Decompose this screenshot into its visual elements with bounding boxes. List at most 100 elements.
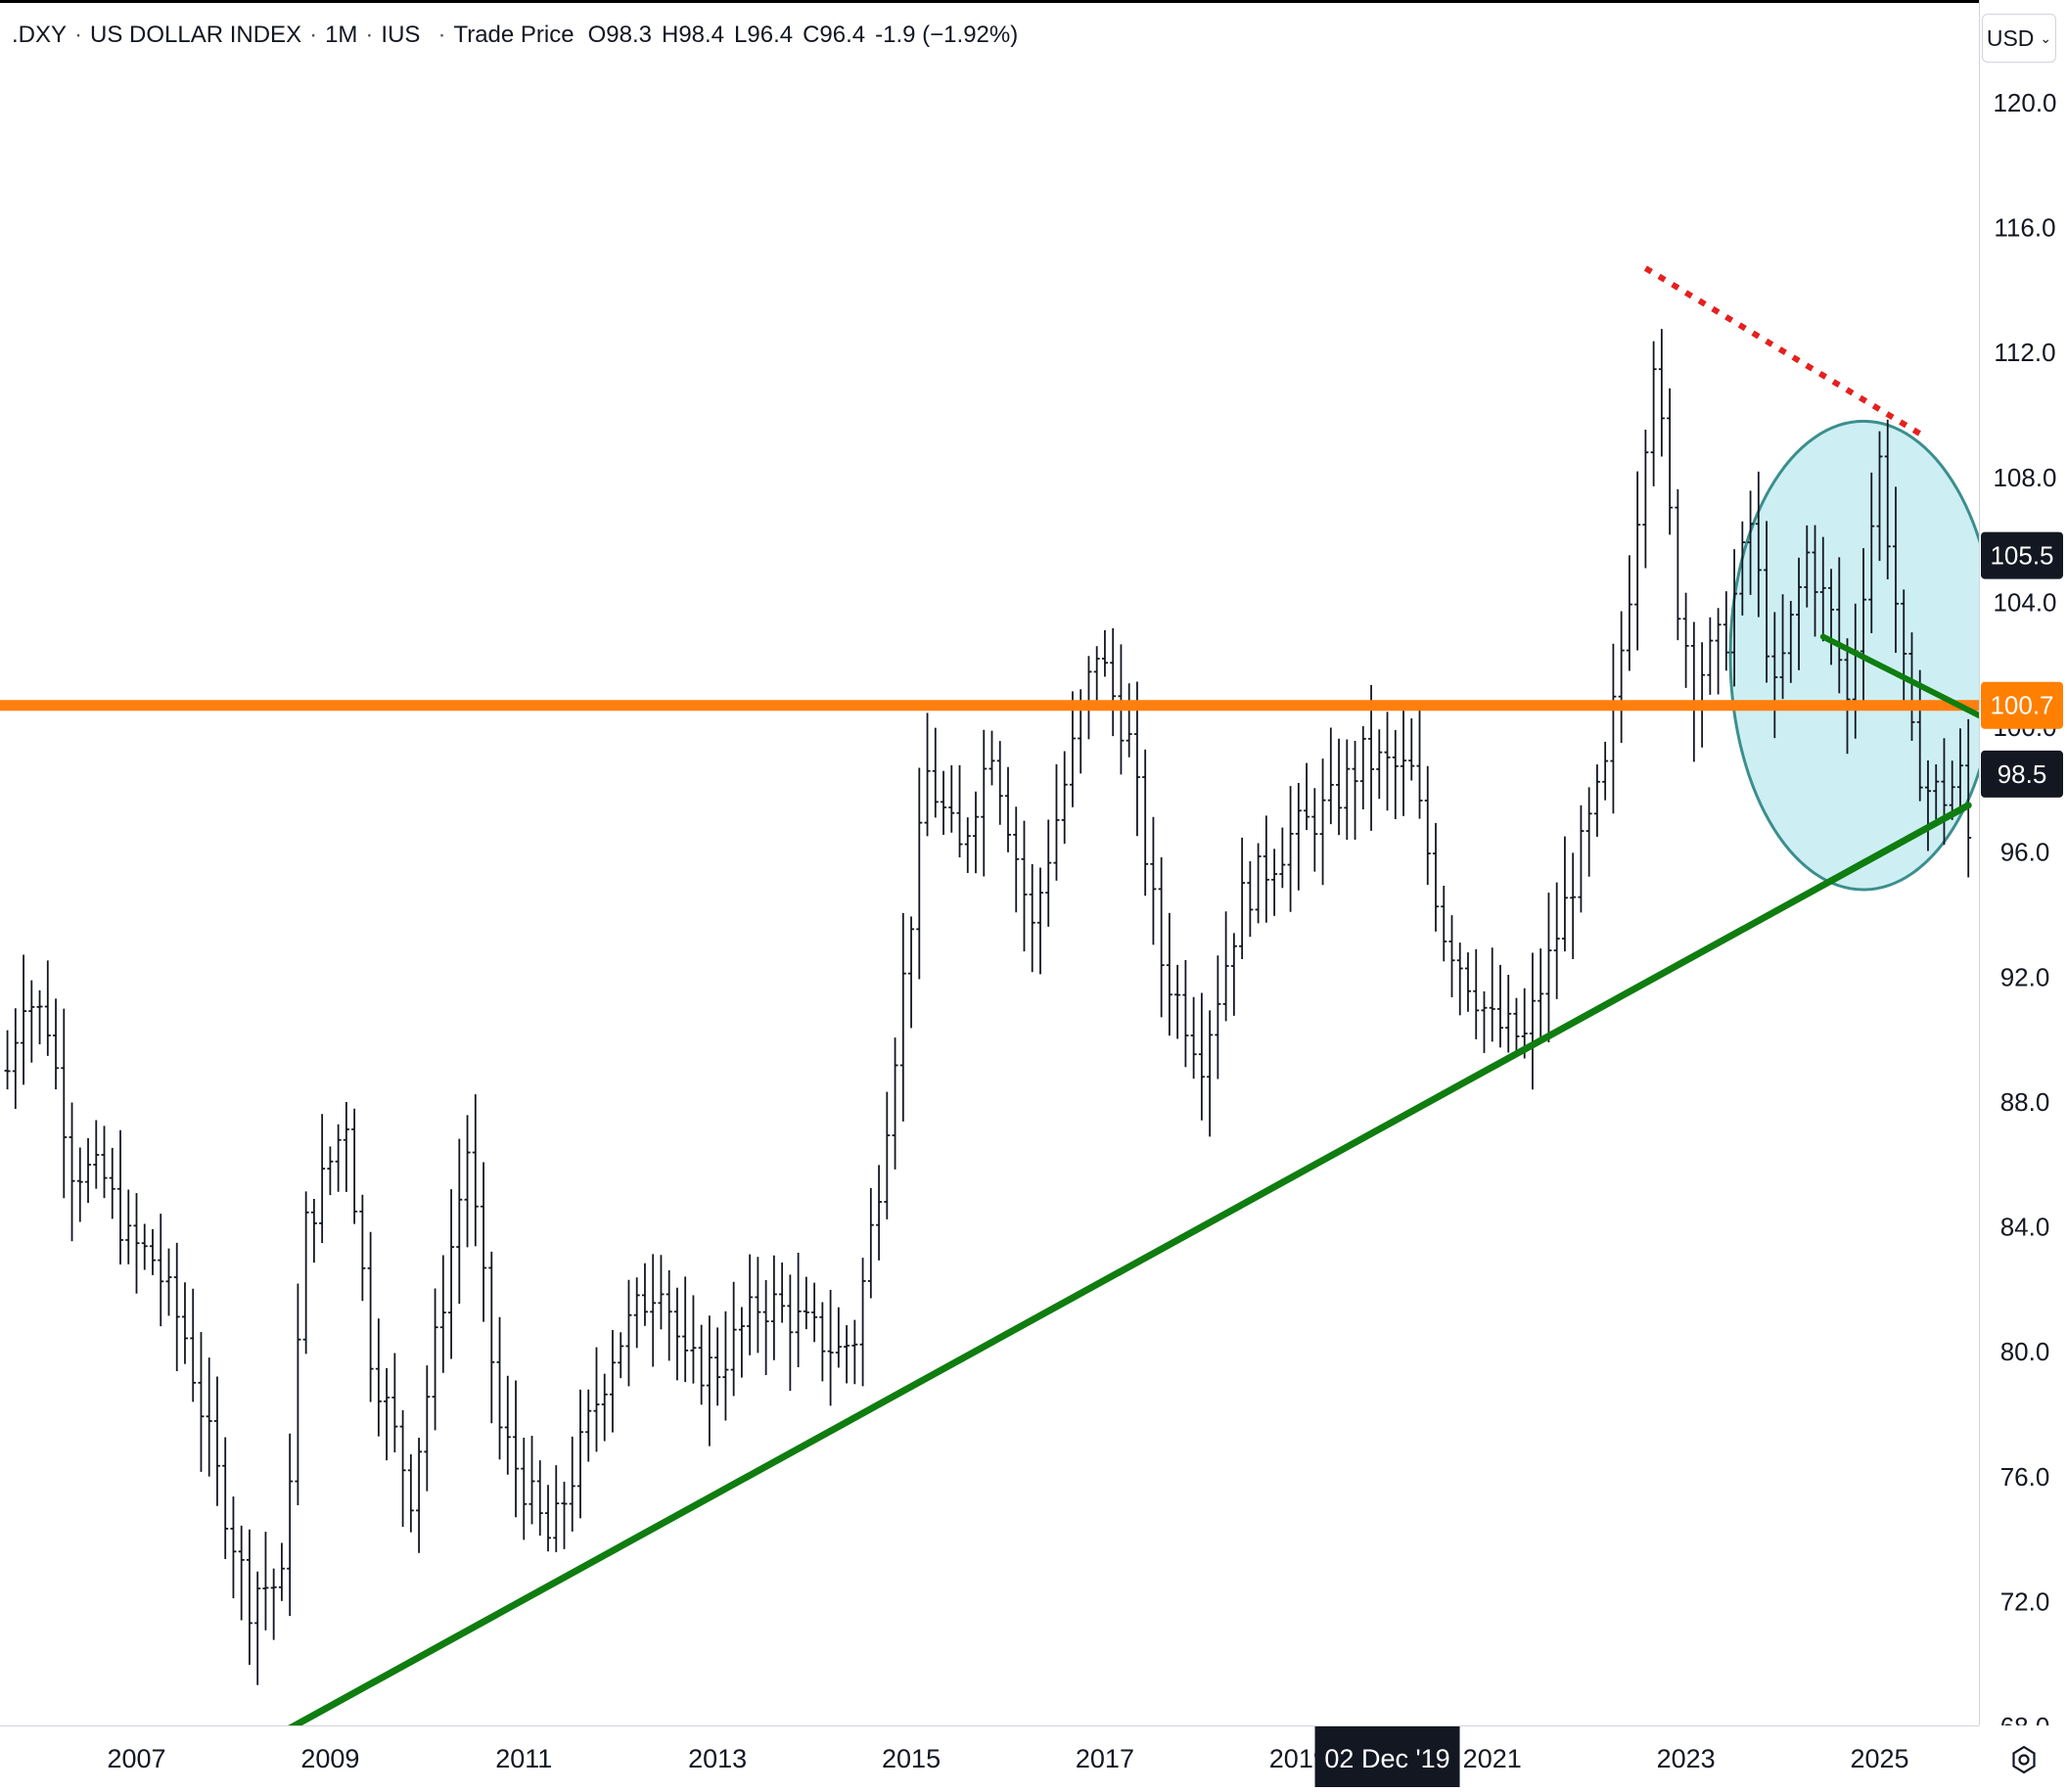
price-badge-label: 98.5: [1998, 759, 2047, 789]
legend-separator: ·: [437, 22, 446, 48]
ohlc-bar: [1408, 717, 1415, 781]
ohlc-bar: [706, 1315, 712, 1447]
dotted-resistance-trendline[interactable]: [1643, 265, 1922, 437]
short-downtrend-line[interactable]: [1819, 633, 2012, 734]
ohlc-bar: [1287, 786, 1294, 912]
price-badge: [1981, 681, 2063, 729]
ohlc-bar: [1352, 740, 1358, 840]
price-badge-label: 100.7: [1990, 691, 2053, 720]
currency-selector[interactable]: USD ⌄: [1982, 14, 2056, 63]
x-tick-label: 2023: [1657, 1744, 1716, 1773]
price-type-label: Trade Price: [453, 22, 574, 48]
ohlc-bar: [464, 1115, 471, 1248]
ohlc-bar: [1747, 490, 1754, 595]
ohlc-bar: [173, 1242, 180, 1372]
ohlc-bar: [343, 1102, 349, 1192]
ohlc-bar: [601, 1373, 608, 1442]
ohlc-bar: [1021, 820, 1028, 952]
ohlc-bar: [819, 1302, 826, 1382]
settings-button[interactable]: [2004, 1740, 2044, 1779]
x-tick-label: 2009: [300, 1744, 359, 1773]
ohlc-bar: [1610, 643, 1617, 814]
interval-label[interactable]: 1M: [325, 22, 358, 48]
ohlc-bar: [956, 764, 963, 858]
ohlc-bar: [206, 1357, 212, 1477]
ohlc-bar: [375, 1318, 382, 1437]
ohlc-bar: [1247, 860, 1254, 938]
y-tick-label: 112.0: [1994, 338, 2055, 367]
ohlc-bar: [714, 1327, 721, 1406]
ohlc-bar: [521, 1438, 528, 1540]
ohlc-bar: [545, 1485, 552, 1552]
ohlc-bar: [1924, 759, 1931, 851]
ohlc-bar: [1150, 816, 1157, 945]
ohlc-bar: [335, 1124, 342, 1192]
ohlc-bar: [1029, 863, 1035, 973]
ohlc-bar: [69, 1102, 75, 1242]
ohlc-bar: [1675, 488, 1681, 641]
ohlc-bar: [779, 1263, 786, 1323]
ohlc-bar: [1804, 525, 1811, 608]
ohlc-bar: [1755, 471, 1762, 618]
ohlc-bar: [948, 764, 955, 833]
ohlc-bar: [924, 712, 931, 837]
ohlc-bar: [892, 1037, 898, 1170]
ohlc-bar: [1311, 788, 1318, 872]
price-axis[interactable]: [1979, 0, 2067, 1725]
ohlc-bar: [1956, 728, 1963, 812]
x-tick-label: 2021: [1463, 1744, 1522, 1773]
low-value: L96.4: [734, 22, 794, 48]
x-tick-label: 2007: [107, 1744, 165, 1773]
ohlc-bar: [835, 1307, 842, 1368]
ohlc-bar: [932, 727, 939, 818]
ohlc-bar: [1618, 611, 1625, 744]
ohlc-bar: [198, 1331, 205, 1472]
x-tick-label: 2011: [495, 1744, 552, 1773]
ohlc-bar: [755, 1257, 761, 1354]
ohlc-bar: [1271, 849, 1278, 916]
support-trendline[interactable]: [278, 802, 1972, 1736]
ohlc-bar: [141, 1223, 148, 1270]
ohlc-bar: [1376, 729, 1383, 800]
ohlc-bar: [1392, 730, 1399, 819]
ohlc-bar: [1578, 804, 1585, 913]
ohlc-bar: [125, 1189, 132, 1264]
ohlc-bar: [416, 1438, 423, 1553]
ohlc-bar: [1304, 762, 1310, 831]
ohlc-bar: [1836, 557, 1843, 694]
ohlc-bar: [1545, 893, 1552, 1042]
ohlc-bar: [916, 767, 923, 980]
ohlc-bar: [625, 1279, 632, 1387]
symbol-label[interactable]: .DXY: [12, 22, 68, 48]
ohlc-bar: [1005, 766, 1011, 852]
ohlc-bar: [1239, 837, 1246, 959]
ohlc-bar: [270, 1568, 277, 1640]
ohlc-bar: [618, 1332, 624, 1379]
ohlc-bar: [1707, 617, 1714, 695]
ohlc-bar: [996, 741, 1003, 825]
ohlc-bar: [1198, 992, 1205, 1121]
ohlc-bar: [1489, 947, 1495, 1042]
ohlc-bar: [1933, 763, 1940, 820]
ohlc-bar: [359, 1194, 366, 1302]
ohlc-bar: [730, 1281, 737, 1397]
ohlc-bar: [1949, 760, 1955, 820]
ohlc-bar: [12, 1008, 19, 1110]
ohlc-bar: [908, 916, 915, 1029]
ohlc-bar: [1255, 843, 1262, 924]
ohlc-bar: [1384, 712, 1391, 811]
ohlc-bar: [1901, 589, 1907, 709]
ohlc-bar: [1036, 867, 1043, 975]
time-axis[interactable]: [0, 1725, 2067, 1787]
ohlc-bar: [1433, 822, 1440, 932]
ohlc-bar: [93, 1120, 100, 1189]
ohlc-bar: [851, 1319, 858, 1385]
instrument-name: US DOLLAR INDEX: [90, 22, 302, 48]
ohlc-bar: [1658, 329, 1665, 457]
ohlc-bar: [1779, 594, 1786, 700]
ohlc-bar: [1796, 557, 1803, 670]
ohlc-bar: [561, 1481, 568, 1549]
